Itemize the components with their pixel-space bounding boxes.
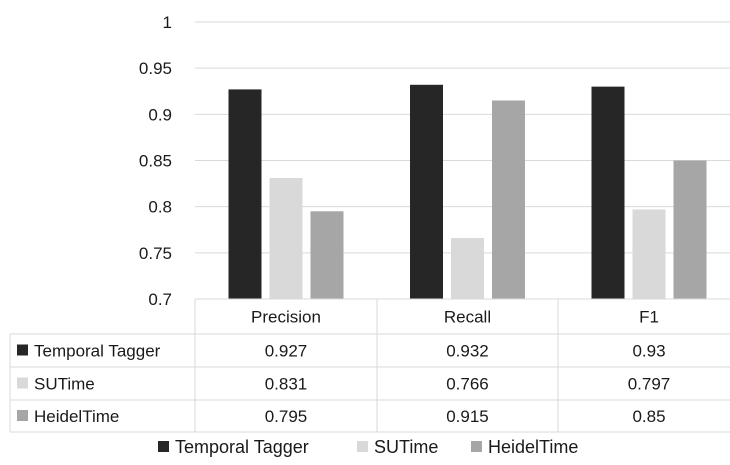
bar [591,86,625,299]
legend-marker [471,441,482,452]
legend-marker [158,441,169,452]
data-label: 0.797 [628,375,671,394]
bars [228,84,707,299]
bar [632,209,666,299]
x-tick-label: F1 [639,308,659,327]
data-label: 0.932 [446,342,489,361]
table-row-label: Temporal Tagger [34,342,161,361]
legend-label: HeidelTime [488,437,578,457]
legend-key [17,410,28,421]
table-row-label: SUTime [34,375,95,394]
bar [310,211,344,299]
table-row-label: HeidelTime [34,407,119,426]
y-tick-label: 0.85 [139,152,172,171]
legend-key [17,344,28,356]
legend: Temporal Tagger SUTime HeidelTime [158,437,578,457]
y-tick-label: 0.75 [139,244,172,263]
data-label: 0.766 [446,375,489,394]
bar [228,89,262,299]
y-tick-label: 0.8 [148,198,172,217]
y-axis: 0.7 0.75 0.8 0.85 0.9 0.95 1 [139,13,172,309]
legend-key [17,377,28,389]
data-label: 0.93 [632,342,665,361]
x-tick-label: Recall [444,308,491,327]
y-tick-label: 0.9 [148,105,172,124]
y-tick-label: 0.95 [139,59,172,78]
x-tick-label: Precision [251,308,321,327]
data-label: 0.927 [265,342,308,361]
data-label: 0.915 [446,407,489,426]
legend-label: SUTime [374,437,438,457]
bar [410,84,443,299]
bar [451,238,484,299]
data-table: Precision Recall F1 Temporal Tagger 0.927 0.9… [9,298,730,433]
bar [673,160,707,299]
data-label: 0.795 [265,407,308,426]
legend-label: Temporal Tagger [175,437,309,457]
bar [492,100,525,299]
bar [269,178,303,299]
data-label: 0.831 [265,375,308,394]
y-tick-label: 0.7 [148,290,172,309]
legend-marker [357,441,368,452]
y-tick-label: 1 [163,13,172,32]
data-label: 0.85 [632,407,665,426]
